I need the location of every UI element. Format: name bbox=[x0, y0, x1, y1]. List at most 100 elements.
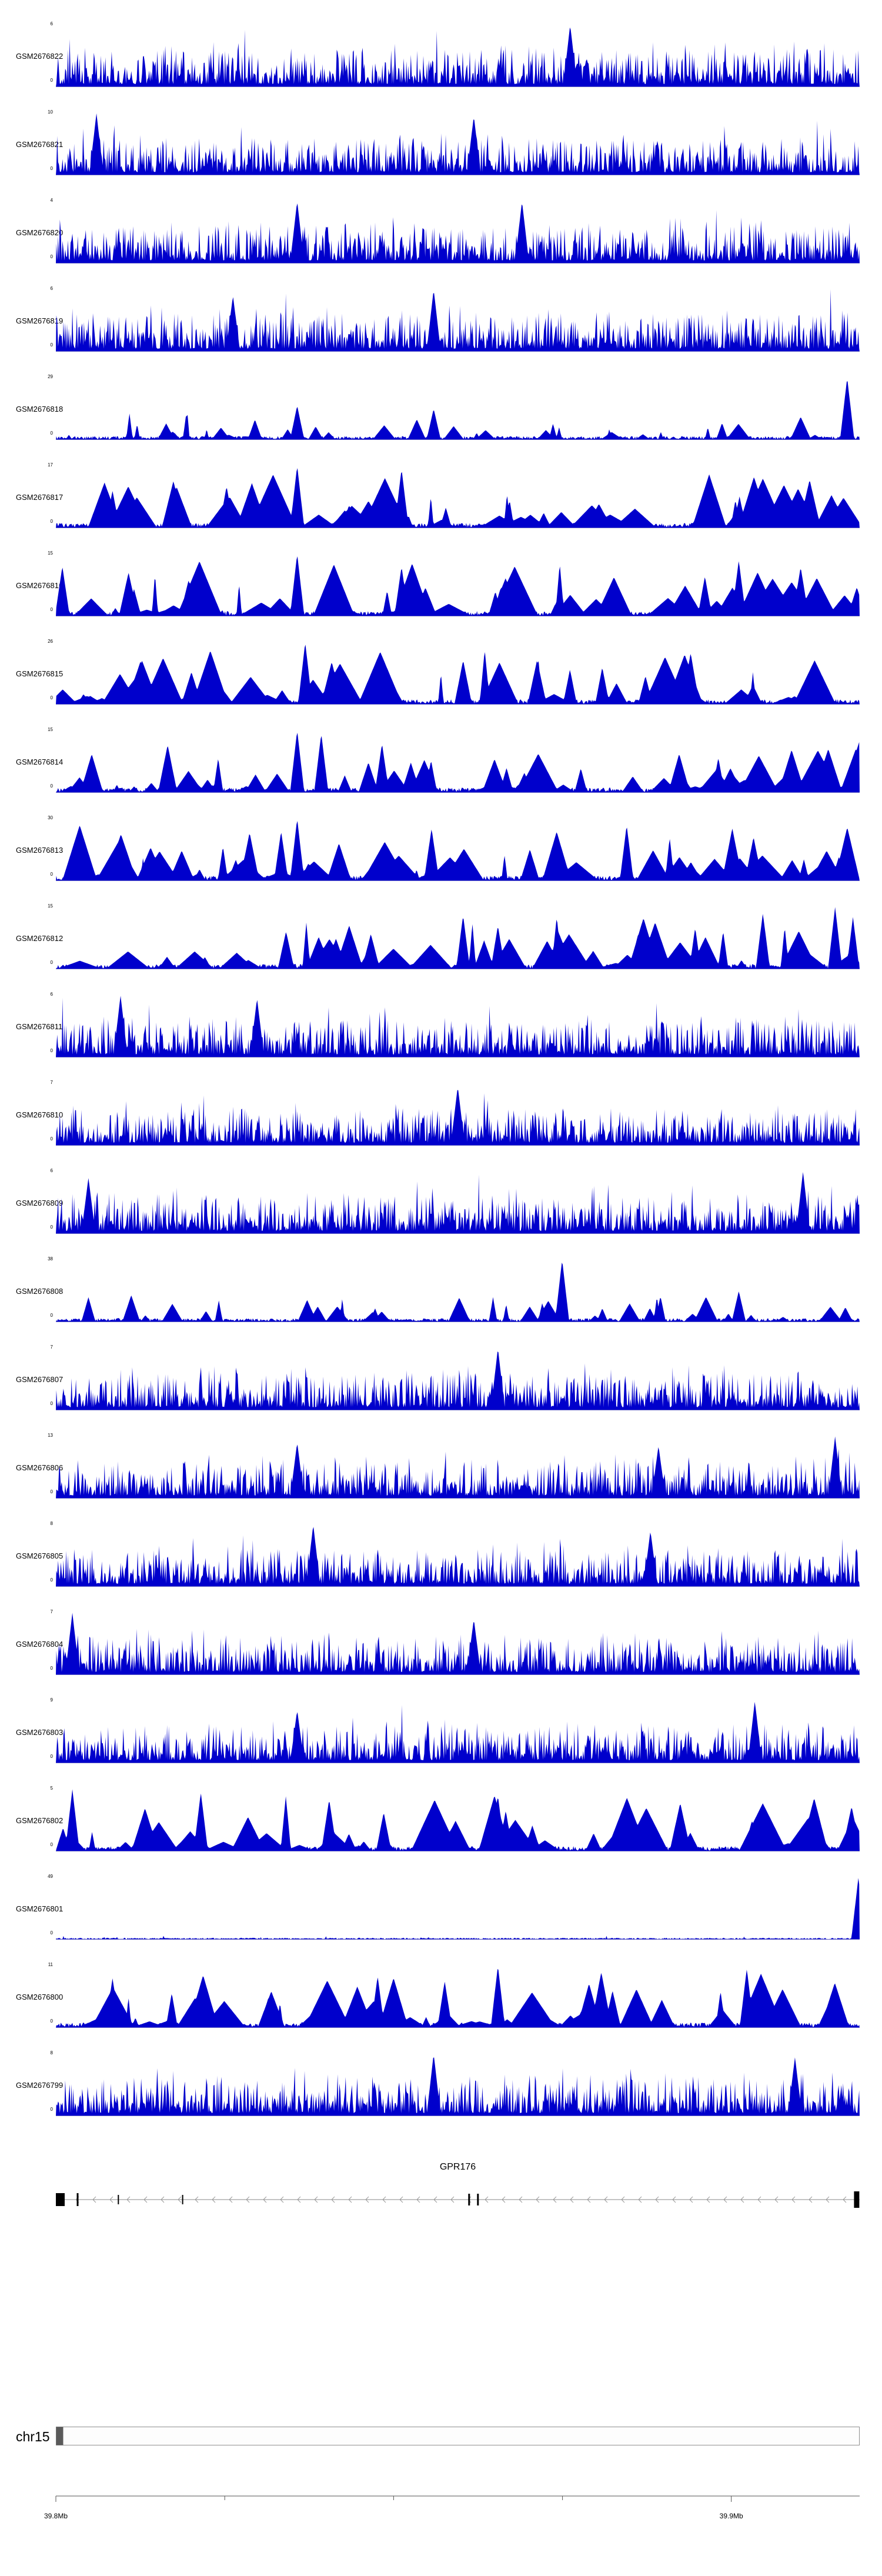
exon-box bbox=[468, 2194, 470, 2205]
y-axis-zero-label: 0 bbox=[50, 960, 53, 965]
signal-track-row: GSM2676805 8 0 bbox=[0, 1516, 882, 1604]
y-axis-max-label: 15 bbox=[48, 903, 53, 909]
track-sample-label: GSM2676810 bbox=[16, 1110, 64, 1119]
coverage-area-svg bbox=[56, 645, 860, 705]
signal-track-row: GSM2676814 15 0 bbox=[0, 722, 882, 810]
strand-direction-arrow-icon bbox=[365, 2196, 369, 2203]
coverage-area-svg bbox=[56, 1613, 860, 1675]
signal-area-path bbox=[56, 821, 860, 881]
signal-area-path bbox=[56, 381, 860, 440]
y-axis-zero-label: 0 bbox=[50, 166, 53, 171]
strand-direction-arrow-icon bbox=[280, 2196, 284, 2203]
coverage-area-svg bbox=[56, 996, 860, 1057]
track-sample-label: GSM2676800 bbox=[16, 1993, 64, 2001]
strand-direction-arrow-icon bbox=[467, 2196, 472, 2203]
coverage-area-svg bbox=[56, 203, 860, 263]
signal-area-path bbox=[56, 1969, 860, 2028]
coverage-plot bbox=[56, 1789, 860, 1851]
coverage-area-svg bbox=[56, 1090, 860, 1146]
y-axis-max-label: 15 bbox=[48, 727, 53, 732]
coverage-plot bbox=[56, 642, 860, 705]
signal-track-row: GSM2676820 4 0 bbox=[0, 193, 882, 281]
y-axis-zero-label: 0 bbox=[50, 1313, 53, 1318]
chromosome-bar bbox=[56, 2427, 860, 2445]
strand-direction-arrow-icon bbox=[382, 2196, 386, 2203]
strand-direction-arrow-icon bbox=[570, 2196, 574, 2203]
coverage-plot bbox=[56, 201, 860, 263]
strand-direction-arrow-icon bbox=[723, 2196, 727, 2203]
y-axis-max-label: 7 bbox=[50, 1080, 53, 1085]
coverage-area-svg bbox=[56, 1789, 860, 1851]
y-axis-zero-label: 0 bbox=[50, 1401, 53, 1406]
signal-area-path bbox=[56, 468, 860, 528]
signal-track-row: GSM2676803 9 0 bbox=[0, 1693, 882, 1781]
exon-box bbox=[182, 2195, 183, 2204]
y-axis-max-label: 7 bbox=[50, 1344, 53, 1350]
strand-direction-arrow-icon bbox=[689, 2196, 693, 2203]
y-axis-max-label: 29 bbox=[48, 374, 53, 379]
coverage-area-svg bbox=[56, 733, 860, 793]
strand-direction-arrow-icon bbox=[587, 2196, 591, 2203]
strand-direction-arrow-icon bbox=[416, 2196, 420, 2203]
strand-direction-arrow-icon bbox=[450, 2196, 455, 2203]
signal-area-path bbox=[56, 733, 860, 793]
coverage-area-svg bbox=[56, 907, 860, 969]
signal-track-row: GSM2676806 13 0 bbox=[0, 1428, 882, 1516]
strand-direction-arrow-icon bbox=[297, 2196, 301, 2203]
coverage-area-svg bbox=[56, 556, 860, 616]
y-axis-zero-label: 0 bbox=[50, 1842, 53, 1847]
signal-area-path bbox=[56, 1527, 860, 1587]
signal-track-row: GSM2676821 10 0 bbox=[0, 105, 882, 193]
y-axis-zero-label: 0 bbox=[50, 872, 53, 877]
track-sample-label: GSM2676817 bbox=[16, 493, 64, 502]
y-axis-zero-label: 0 bbox=[50, 783, 53, 789]
signal-track-row: GSM2676807 7 0 bbox=[0, 1340, 882, 1428]
coverage-plot bbox=[56, 113, 860, 175]
coverage-area-svg bbox=[56, 2057, 860, 2116]
coverage-plot bbox=[56, 378, 860, 440]
track-sample-label: GSM2676822 bbox=[16, 52, 64, 61]
track-sample-label: GSM2676821 bbox=[16, 140, 64, 149]
coverage-plot bbox=[56, 907, 860, 969]
coverage-area-svg bbox=[56, 1969, 860, 2028]
strand-direction-arrow-icon bbox=[399, 2196, 403, 2203]
strand-direction-arrow-icon bbox=[348, 2196, 352, 2203]
y-axis-max-label: 6 bbox=[50, 21, 53, 26]
coverage-plot bbox=[56, 1877, 860, 1940]
signal-area-path bbox=[56, 2057, 860, 2116]
signal-area-path bbox=[56, 645, 860, 705]
coverage-plot bbox=[56, 1524, 860, 1587]
coverage-plot bbox=[56, 289, 860, 352]
y-axis-max-label: 4 bbox=[50, 198, 53, 203]
coverage-plot bbox=[56, 995, 860, 1057]
exon-box bbox=[118, 2195, 119, 2204]
signal-area-path bbox=[56, 556, 860, 616]
y-axis-zero-label: 0 bbox=[50, 2107, 53, 2112]
strand-direction-arrow-icon bbox=[638, 2196, 642, 2203]
exon-box bbox=[477, 2194, 479, 2205]
track-sample-label: GSM2676799 bbox=[16, 2081, 64, 2090]
track-sample-label: GSM2676808 bbox=[16, 1287, 64, 1296]
signal-area-path bbox=[56, 1878, 860, 1940]
y-axis-max-label: 8 bbox=[50, 2050, 53, 2056]
coverage-plot bbox=[56, 1613, 860, 1675]
y-axis-max-label: 6 bbox=[50, 992, 53, 997]
strand-direction-arrow-icon bbox=[161, 2196, 165, 2203]
strand-direction-arrow-icon bbox=[774, 2196, 779, 2203]
track-sample-label: GSM2676805 bbox=[16, 1551, 64, 1560]
signal-area-path bbox=[56, 1701, 860, 1763]
signal-tracks: GSM2676822 6 0 GSM2676821 10 0 GSM267682… bbox=[0, 16, 882, 2134]
y-axis-zero-label: 0 bbox=[50, 1666, 53, 1671]
chromosome-track: chr15 bbox=[0, 2422, 882, 2457]
strand-direction-arrow-icon bbox=[195, 2196, 199, 2203]
signal-track-row: GSM2676813 30 0 bbox=[0, 810, 882, 899]
strand-direction-arrow-icon bbox=[433, 2196, 437, 2203]
coverage-plot bbox=[56, 466, 860, 528]
y-axis-zero-label: 0 bbox=[50, 1048, 53, 1053]
coverage-plot bbox=[56, 819, 860, 881]
ruler-coordinate-label: 39.8Mb bbox=[44, 2512, 68, 2520]
signal-track-row: GSM2676818 29 0 bbox=[0, 369, 882, 458]
coverage-area-svg bbox=[56, 289, 860, 352]
y-axis-max-label: 9 bbox=[50, 1697, 53, 1703]
strand-direction-arrow-icon bbox=[109, 2196, 113, 2203]
